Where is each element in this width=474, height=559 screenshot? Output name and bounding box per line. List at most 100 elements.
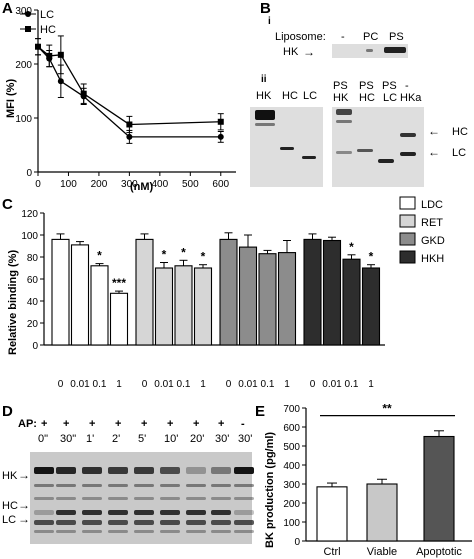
gel-lane-lc: LC bbox=[303, 90, 318, 102]
gel-band bbox=[34, 484, 54, 487]
panel-b-letter: B bbox=[260, 0, 271, 17]
c-xtick-label: 0.1 bbox=[345, 379, 359, 390]
gel-band bbox=[134, 530, 154, 533]
gel-band bbox=[186, 530, 206, 533]
a-ytick-label: 200 bbox=[15, 60, 32, 71]
ap-mark: + bbox=[115, 418, 122, 430]
c-xtick-label: 0 bbox=[226, 379, 232, 390]
c-xtick-label: 0.01 bbox=[70, 379, 90, 390]
gel-band bbox=[234, 484, 254, 487]
ap-mark: - bbox=[241, 418, 245, 430]
gel-band bbox=[34, 467, 54, 474]
gel-d bbox=[30, 452, 254, 544]
gel-band bbox=[34, 520, 54, 525]
c-xtick-label: 0.1 bbox=[93, 379, 107, 390]
e-ytick-label: 700 bbox=[283, 404, 300, 415]
c-ytick-label: 40 bbox=[27, 297, 39, 308]
gel-band bbox=[108, 484, 128, 487]
gel-band bbox=[211, 520, 231, 525]
panel-c-letter: C bbox=[2, 196, 13, 213]
gel-band bbox=[108, 510, 128, 515]
e-category-label: Viable bbox=[367, 546, 397, 558]
significance-star: * bbox=[162, 248, 167, 262]
gel-band bbox=[56, 467, 76, 474]
gel-band bbox=[160, 520, 180, 525]
arrow-right-icon: → bbox=[303, 45, 315, 59]
bar-hkh bbox=[361, 267, 381, 346]
gel-band bbox=[160, 484, 180, 487]
legend-label-hkh: HKH bbox=[421, 253, 444, 265]
e-category-label: Ctrl bbox=[323, 546, 340, 558]
gel-lane-top-1: PS bbox=[333, 80, 348, 92]
a-xtick-label: 500 bbox=[182, 179, 199, 190]
bar-hkh bbox=[342, 258, 361, 346]
gel-band bbox=[160, 497, 180, 500]
gel-band bbox=[82, 520, 102, 525]
data-point-lc bbox=[126, 133, 133, 140]
significance-stars: ** bbox=[382, 402, 392, 416]
time-label: 0" bbox=[38, 433, 49, 445]
gel-band bbox=[234, 510, 254, 515]
gel-band bbox=[82, 530, 102, 533]
gel-band bbox=[108, 520, 128, 525]
bar-gkd bbox=[258, 253, 277, 346]
bar-hkh bbox=[303, 238, 322, 346]
c-ytick-label: 100 bbox=[21, 231, 38, 242]
gel-band bbox=[336, 151, 352, 154]
significance-star: *** bbox=[112, 276, 126, 290]
gel-band bbox=[211, 497, 231, 500]
a-ytick-label: 0 bbox=[26, 168, 32, 179]
significance-star: * bbox=[369, 250, 374, 264]
a-xlabel: (nM) bbox=[130, 181, 154, 193]
panel-a-chart: 0 100 200 300 0 100 200 300 400 500 600 LC HC MFI … bbox=[5, 6, 236, 193]
significance-star: * bbox=[97, 249, 102, 263]
c-ytick-label: 120 bbox=[21, 209, 38, 220]
legend-swatch-gkd bbox=[399, 232, 416, 246]
gel-band bbox=[186, 510, 206, 515]
gel-band bbox=[211, 467, 231, 474]
e-ytick-label: 200 bbox=[283, 499, 300, 510]
gel-band bbox=[34, 530, 54, 533]
e-ytick-label: 600 bbox=[283, 423, 300, 434]
c-xtick-label: 0.1 bbox=[177, 379, 191, 390]
c-ylabel: Relative binding (%) bbox=[7, 250, 19, 355]
lane-ps: PS bbox=[389, 31, 404, 43]
gel-band bbox=[56, 497, 76, 500]
panel-d-letter: D bbox=[2, 403, 13, 420]
e-ytick-label: 0 bbox=[294, 537, 300, 548]
gel-band bbox=[34, 497, 54, 500]
time-label: 10' bbox=[164, 433, 179, 445]
c-xtick-label: 1 bbox=[368, 379, 374, 390]
gel-band bbox=[56, 530, 76, 533]
liposome-label: Liposome: bbox=[275, 31, 326, 43]
c-ytick-label: 0 bbox=[32, 341, 38, 352]
data-point-lc bbox=[217, 133, 224, 140]
b-sub-ii: ii bbox=[261, 74, 267, 85]
c-xtick-label: 1 bbox=[116, 379, 122, 390]
legend-hc-label: HC bbox=[40, 24, 56, 36]
ap-mark: + bbox=[167, 418, 174, 430]
panel-e-letter: E bbox=[255, 403, 266, 420]
gel-band bbox=[134, 510, 154, 515]
gel-ii-left bbox=[250, 107, 323, 187]
gel-band bbox=[280, 147, 294, 150]
ap-mark: + bbox=[41, 418, 48, 430]
gel-band bbox=[108, 497, 128, 500]
ap-mark: + bbox=[89, 418, 96, 430]
a-xtick-label: 100 bbox=[60, 179, 77, 190]
time-label: 30' bbox=[215, 433, 230, 445]
bar-hkh bbox=[322, 239, 342, 346]
gel-band bbox=[384, 47, 406, 53]
gel-band bbox=[34, 510, 54, 515]
gel-band bbox=[400, 133, 416, 137]
e-ytick-label: 300 bbox=[283, 480, 300, 491]
bar-viable bbox=[366, 483, 398, 542]
data-point-hc bbox=[57, 51, 64, 58]
significance-star: * bbox=[201, 250, 206, 264]
a-ytick-label: 300 bbox=[15, 6, 32, 17]
gel-band bbox=[186, 484, 206, 487]
legend-swatch-ldc bbox=[399, 196, 416, 210]
d-lc-label: LC bbox=[2, 514, 17, 526]
c-xtick-label: 1 bbox=[200, 379, 206, 390]
